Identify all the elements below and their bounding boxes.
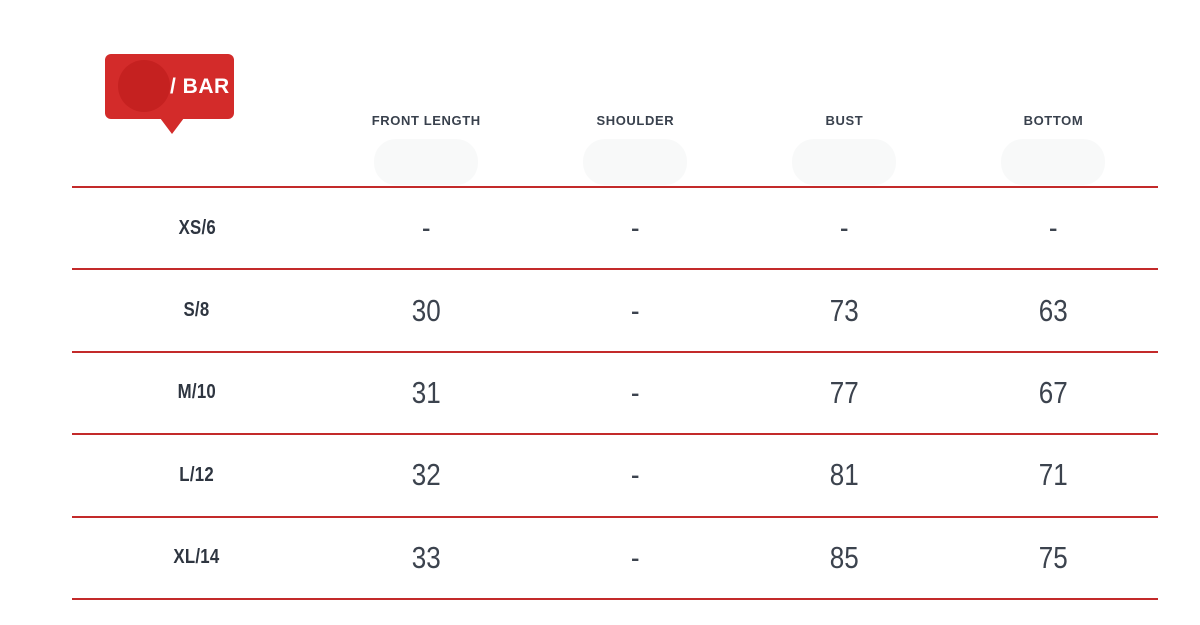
bottom-illustration <box>1001 139 1106 185</box>
bottom-value: 75 <box>1038 539 1068 575</box>
front-length-value: 32 <box>411 457 441 493</box>
column-header-front-length: FRONT LENGTH <box>322 112 531 185</box>
unit-circle-icon <box>118 60 170 112</box>
front-length-value: 33 <box>411 539 441 575</box>
table-row: L/12 32 - 81 71 <box>72 433 1158 515</box>
front-length-value: - <box>421 210 431 246</box>
front-length-illustration <box>374 139 479 185</box>
bust-value: 73 <box>829 292 859 328</box>
bust-value: 85 <box>829 539 859 575</box>
unit-badge[interactable]: / BAR <box>105 54 234 134</box>
shoulder-illustration <box>583 139 688 185</box>
shoulder-value: - <box>630 210 640 246</box>
size-label: XS/6 <box>178 216 216 239</box>
bust-value: 81 <box>829 457 859 493</box>
size-label: S/8 <box>183 299 210 322</box>
bottom-value: 67 <box>1038 374 1068 410</box>
size-label: M/10 <box>177 381 217 404</box>
table-row: S/8 30 - 73 63 <box>72 268 1158 350</box>
front-length-value: 31 <box>411 374 441 410</box>
column-header-shoulder: SHOULDER <box>531 112 740 185</box>
bottom-value: - <box>1049 210 1058 246</box>
shoulder-value: - <box>630 539 640 575</box>
table-header: FRONT LENGTH SHOULDER BUST BOTTOM <box>72 112 1158 185</box>
header-spacer <box>72 112 322 185</box>
size-table: XS/6 - - - - S/8 30 - 73 63 M/10 31 - 77… <box>72 186 1158 600</box>
table-row: XL/14 33 - 85 75 <box>72 515 1158 598</box>
bottom-value: 71 <box>1038 457 1068 493</box>
size-label: L/12 <box>179 463 215 486</box>
column-header-bottom: BOTTOM <box>949 112 1158 185</box>
table-row: M/10 31 - 77 67 <box>72 350 1158 433</box>
table-row: XS/6 - - - - <box>72 186 1158 268</box>
shoulder-value: - <box>630 457 640 493</box>
front-length-value: 30 <box>411 292 441 328</box>
unit-badge-label: / BAR <box>170 75 230 98</box>
size-label: XL/14 <box>173 546 220 569</box>
bust-illustration <box>792 139 897 185</box>
bust-value: 77 <box>829 374 859 410</box>
shoulder-value: - <box>630 292 640 328</box>
shoulder-value: - <box>630 374 640 410</box>
bottom-value: 63 <box>1038 292 1068 328</box>
column-header-bust: BUST <box>740 112 949 185</box>
bust-value: - <box>840 210 849 246</box>
